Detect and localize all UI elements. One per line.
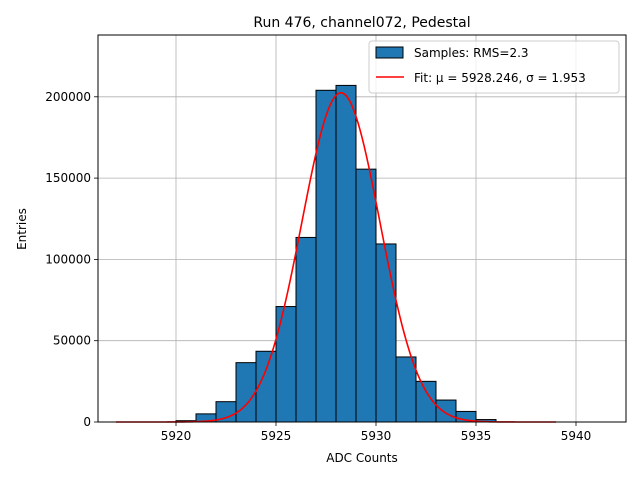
x-axis-label: ADC Counts xyxy=(326,451,398,465)
histogram-bar xyxy=(235,362,257,423)
legend-box xyxy=(368,40,620,94)
legend-fit-label: Fit: μ = 5928.246, σ = 1.953 xyxy=(414,71,586,85)
axes-frame xyxy=(97,34,627,423)
y-tick-label: 50000 xyxy=(53,334,91,348)
x-axis-ticks: 5920 5925 5930 5935 5940 xyxy=(161,422,592,443)
histogram-bar xyxy=(335,84,357,423)
x-tick-label: 5925 xyxy=(261,429,292,443)
histogram-bar xyxy=(355,168,377,423)
x-tick-label: 5940 xyxy=(561,429,592,443)
y-axis-label: Entries xyxy=(15,208,29,250)
histogram-bar xyxy=(435,399,457,423)
histogram-bars xyxy=(175,84,497,423)
x-tick-label: 5935 xyxy=(461,429,492,443)
x-tick-label: 5920 xyxy=(161,429,192,443)
histogram-bar xyxy=(295,236,317,423)
y-tick-label: 200000 xyxy=(45,90,91,104)
y-tick-label: 0 xyxy=(83,415,91,429)
y-tick-label: 150000 xyxy=(45,171,91,185)
histogram-bar xyxy=(395,356,417,423)
legend: Samples: RMS=2.3 Fit: μ = 5928.246, σ = … xyxy=(368,40,620,94)
histogram-bar xyxy=(375,243,397,423)
x-tick-label: 5930 xyxy=(361,429,392,443)
histogram-bar xyxy=(275,306,297,423)
legend-histogram-swatch xyxy=(375,46,404,59)
y-axis-ticks: 0 50000 100000 150000 200000 xyxy=(45,90,98,429)
y-tick-label: 100000 xyxy=(45,252,91,266)
legend-histogram-label: Samples: RMS=2.3 xyxy=(414,46,529,60)
chart-title: Run 476, channel072, Pedestal xyxy=(253,15,470,31)
